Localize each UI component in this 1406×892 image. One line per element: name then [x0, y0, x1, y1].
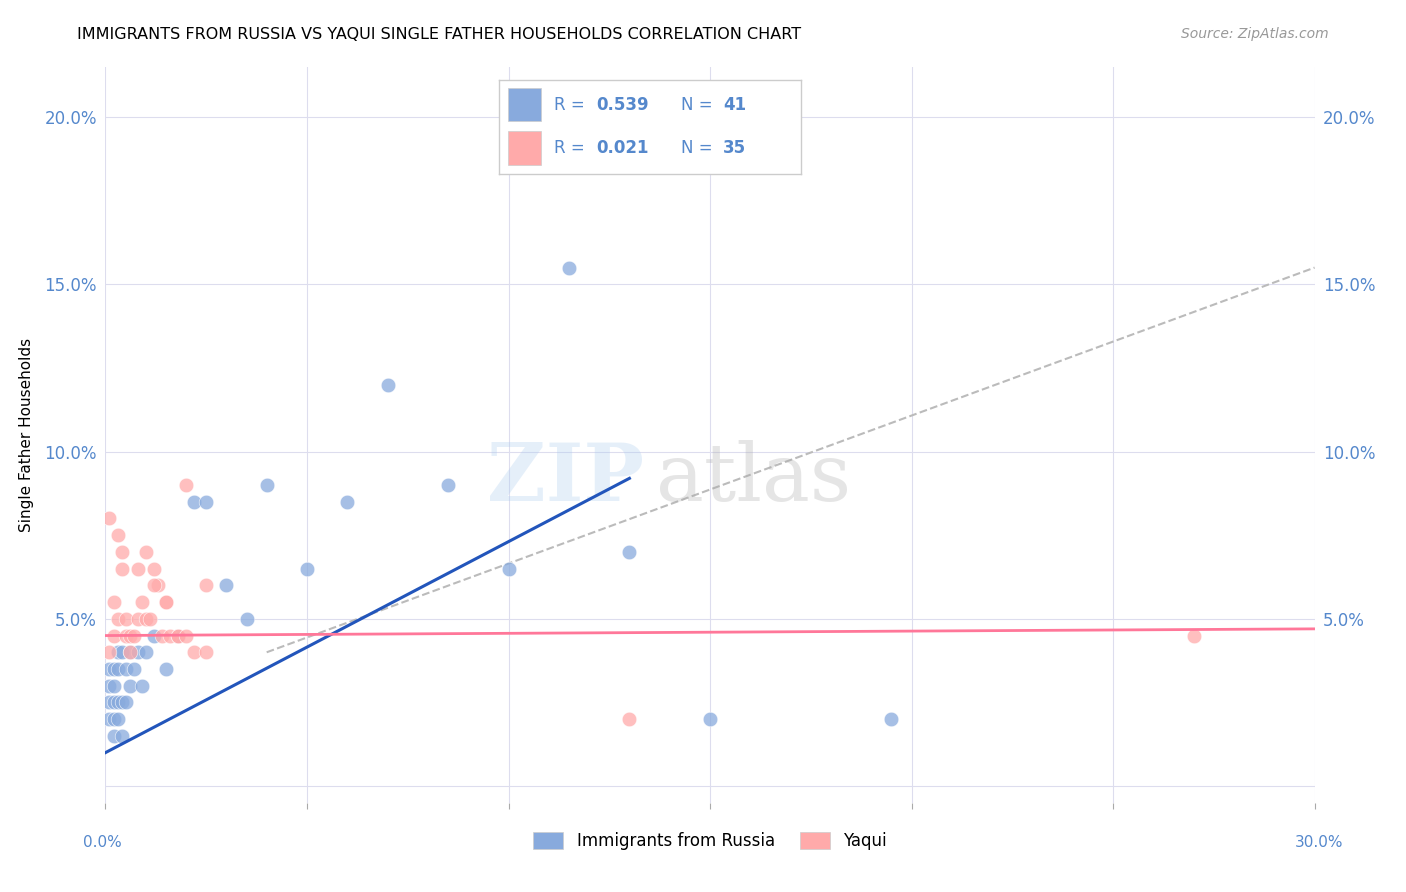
Point: [146, 578, 169, 592]
Point: [114, 628, 136, 642]
Point: [195, 645, 218, 659]
Text: 30.0%: 30.0%: [1295, 836, 1343, 850]
Point: [103, 696, 125, 710]
Point: [110, 645, 132, 659]
Text: 41: 41: [723, 95, 747, 113]
Text: N =: N =: [681, 95, 717, 113]
Point: [107, 696, 129, 710]
Point: [167, 628, 190, 642]
Point: [127, 612, 149, 626]
Text: 35: 35: [723, 139, 747, 157]
Point: [498, 562, 520, 576]
Point: [98, 511, 121, 525]
Y-axis label: Single Father Households: Single Father Households: [18, 338, 34, 532]
Point: [103, 712, 125, 726]
Point: [142, 628, 165, 642]
Point: [195, 578, 218, 592]
Text: IMMIGRANTS FROM RUSSIA VS YAQUI SINGLE FATHER HOUSEHOLDS CORRELATION CHART: IMMIGRANTS FROM RUSSIA VS YAQUI SINGLE F…: [77, 27, 801, 42]
Point: [103, 595, 125, 609]
Point: [619, 545, 641, 559]
Point: [107, 662, 129, 676]
Point: [98, 645, 121, 659]
Point: [98, 696, 121, 710]
Bar: [508, 87, 541, 121]
Point: [150, 628, 173, 642]
Point: [107, 612, 129, 626]
Point: [167, 628, 190, 642]
Point: [139, 612, 162, 626]
Point: [127, 562, 149, 576]
Point: [103, 628, 125, 642]
Point: [135, 645, 157, 659]
Point: [167, 628, 190, 642]
Point: [159, 628, 181, 642]
Point: [336, 494, 359, 508]
Point: [107, 712, 129, 726]
Point: [142, 578, 165, 592]
Point: [103, 679, 125, 693]
Point: [110, 562, 132, 576]
Legend: Immigrants from Russia, Yaqui: Immigrants from Russia, Yaqui: [527, 825, 893, 857]
Point: [235, 612, 257, 626]
Text: 0.021: 0.021: [596, 139, 648, 157]
Point: [131, 595, 153, 609]
Point: [174, 628, 197, 642]
Point: [135, 612, 157, 626]
Point: [98, 662, 121, 676]
Point: [107, 645, 129, 659]
Point: [558, 260, 581, 275]
Point: [114, 612, 136, 626]
Point: [110, 729, 132, 743]
Point: [295, 562, 318, 576]
Text: atlas: atlas: [655, 440, 851, 518]
Point: [142, 562, 165, 576]
Text: R =: R =: [554, 139, 589, 157]
Point: [155, 662, 177, 676]
Point: [437, 478, 460, 492]
Point: [118, 645, 141, 659]
Point: [103, 729, 125, 743]
Point: [155, 595, 177, 609]
Text: N =: N =: [681, 139, 717, 157]
Text: ZIP: ZIP: [486, 440, 644, 518]
Point: [183, 494, 205, 508]
Point: [131, 679, 153, 693]
Point: [98, 679, 121, 693]
Point: [183, 645, 205, 659]
Point: [114, 662, 136, 676]
Point: [118, 679, 141, 693]
Point: [135, 545, 157, 559]
Point: [195, 494, 218, 508]
Point: [118, 645, 141, 659]
Text: R =: R =: [554, 95, 589, 113]
Point: [256, 478, 278, 492]
Point: [98, 712, 121, 726]
Point: [107, 528, 129, 542]
Point: [110, 545, 132, 559]
Point: [377, 377, 399, 392]
Point: [103, 662, 125, 676]
Point: [699, 712, 721, 726]
Point: [122, 628, 145, 642]
Text: 0.0%: 0.0%: [83, 836, 122, 850]
Bar: [508, 131, 541, 164]
Point: [1182, 628, 1205, 642]
Text: Source: ZipAtlas.com: Source: ZipAtlas.com: [1181, 27, 1329, 41]
Point: [174, 478, 197, 492]
Point: [127, 645, 149, 659]
Point: [215, 578, 238, 592]
Point: [880, 712, 903, 726]
Point: [155, 595, 177, 609]
Point: [122, 662, 145, 676]
Point: [110, 696, 132, 710]
Text: 0.539: 0.539: [596, 95, 648, 113]
Point: [114, 696, 136, 710]
Point: [118, 628, 141, 642]
Point: [619, 712, 641, 726]
